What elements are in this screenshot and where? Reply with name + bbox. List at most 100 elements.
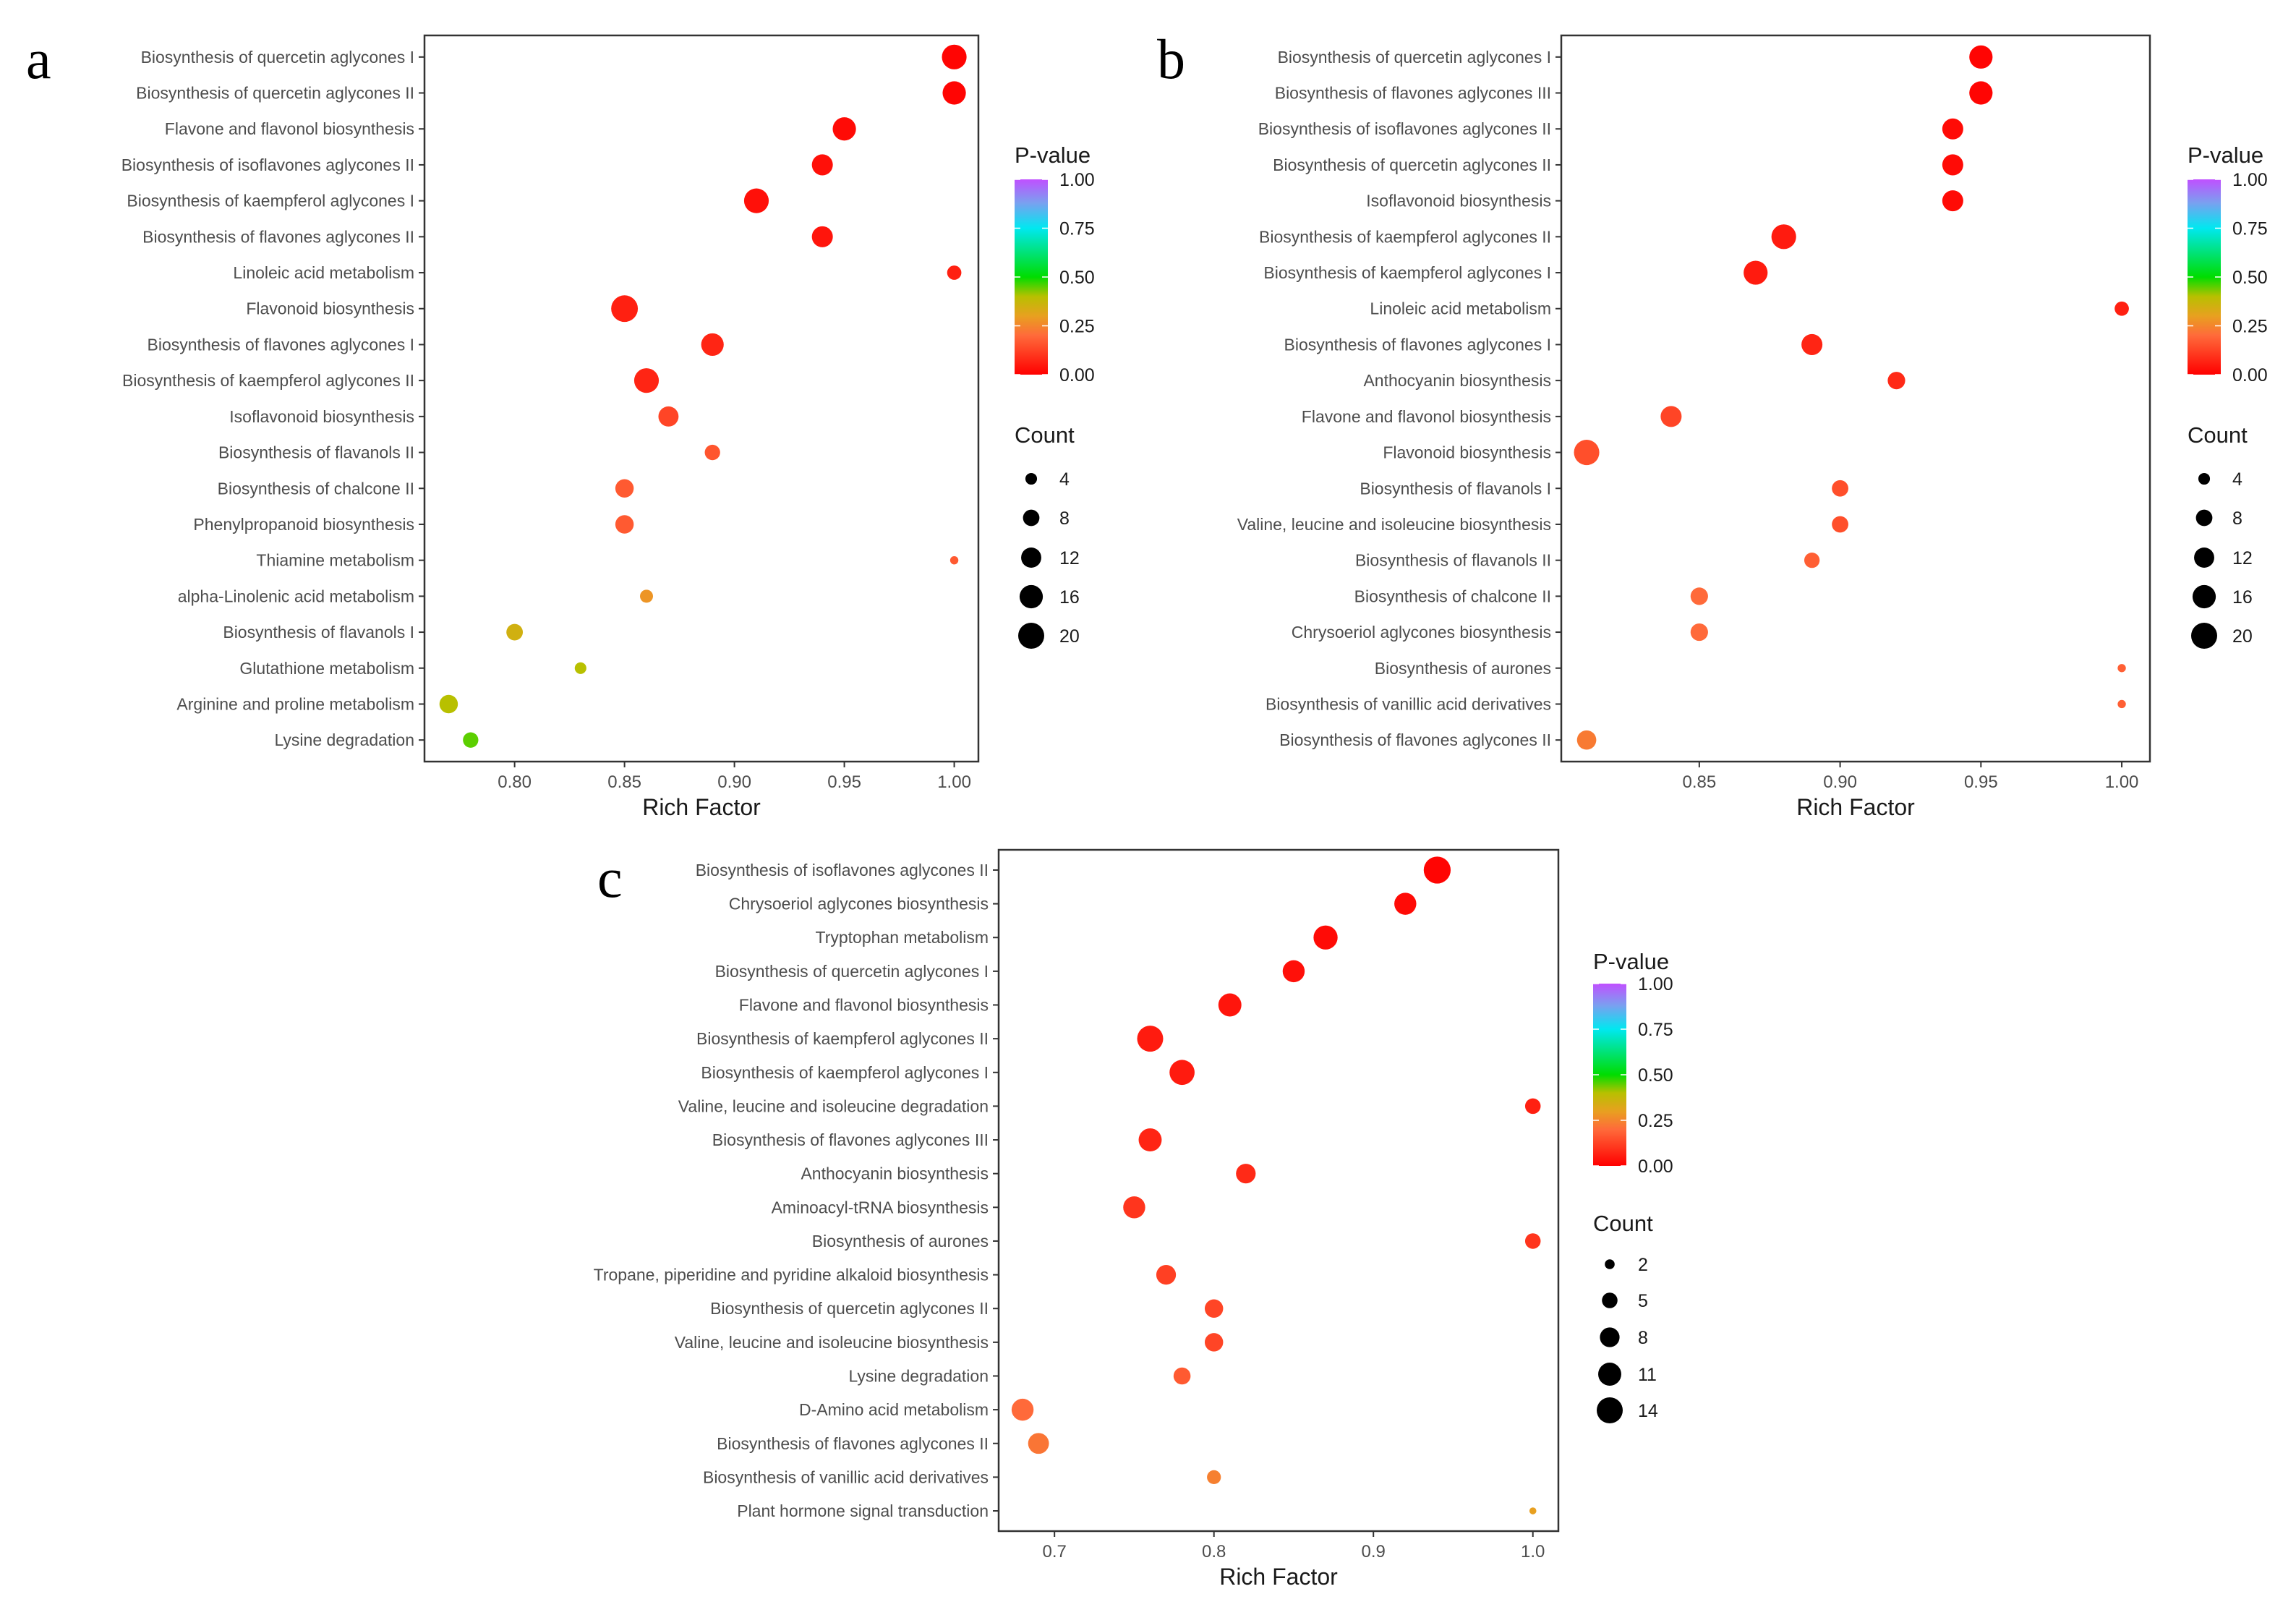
y-tick-label: Biosynthesis of flavanols I [1360, 479, 1551, 498]
data-point [811, 154, 833, 176]
data-point [1969, 81, 1993, 105]
data-point [1313, 925, 1338, 950]
y-tick-label: Flavone and flavonol biosynthesis [1302, 407, 1551, 426]
size-legend-label: 4 [1059, 469, 1070, 490]
data-point [463, 732, 479, 748]
y-tick-label: Tropane, piperidine and pyridine alkaloi… [594, 1266, 989, 1284]
data-point [949, 555, 959, 565]
size-legend-title: Count [1593, 1211, 1653, 1236]
data-point [1156, 1264, 1177, 1285]
y-tick-label: Biosynthesis of isoflavones aglycones II [696, 861, 989, 879]
size-legend-label: 11 [1638, 1365, 1657, 1385]
y-tick-label: Plant hormone signal transduction [737, 1501, 989, 1520]
data-point [942, 44, 967, 69]
color-legend-label: 0.50 [1059, 268, 1095, 288]
data-point [2114, 301, 2129, 316]
data-point [2117, 664, 2126, 673]
plot-frame [997, 848, 1560, 1533]
y-tick-label: Flavone and flavonol biosynthesis [165, 119, 414, 138]
y-tick-label: Biosynthesis of vanillic acid derivative… [1266, 694, 1551, 713]
size-legend-label: 20 [2232, 626, 2253, 647]
y-tick-label: Tryptophan metabolism [816, 928, 989, 947]
data-point [1690, 623, 1708, 642]
color-legend-label: 0.00 [2232, 365, 2268, 385]
data-point [633, 368, 660, 393]
size-legend-key [1598, 1363, 1621, 1386]
size-legend-key [1019, 584, 1044, 609]
data-point [1804, 553, 1820, 568]
data-point [1576, 730, 1597, 750]
data-point [1011, 1398, 1034, 1421]
data-point [615, 479, 634, 498]
panel-label: c [597, 846, 623, 909]
y-tick-label: Biosynthesis of flavones aglycones III [712, 1130, 989, 1149]
plot-frame [423, 34, 980, 763]
data-point [1204, 1299, 1224, 1318]
y-tick-label: Anthocyanin biosynthesis [801, 1164, 989, 1183]
data-point [1969, 45, 1993, 69]
y-tick-label: Linoleic acid metabolism [1370, 299, 1551, 318]
panel-label: a [26, 27, 51, 90]
x-tick-label: 0.8 [1202, 1542, 1226, 1561]
x-tick-label: 1.00 [2105, 772, 2139, 792]
y-tick-label: Valine, leucine and isoleucine biosynthe… [1237, 515, 1551, 534]
color-legend-label: 0.75 [1638, 1020, 1673, 1040]
y-tick-label: Biosynthesis of kaempferol aglycones II [696, 1029, 989, 1048]
color-legend-label: 0.25 [1059, 317, 1095, 337]
color-legend-label: 0.50 [2232, 268, 2268, 288]
data-point [574, 662, 586, 674]
data-point [1204, 1333, 1224, 1352]
data-point [615, 515, 634, 534]
y-tick-label: Chrysoeriol aglycones biosynthesis [729, 895, 989, 913]
y-tick-label: Biosynthesis of flavanols II [218, 443, 414, 462]
color-legend-title: P-value [2188, 142, 2263, 168]
data-point [1236, 1164, 1256, 1184]
x-tick-label: 0.80 [498, 772, 532, 792]
data-point [1574, 440, 1600, 466]
size-legend-key [1023, 509, 1040, 527]
data-point [1524, 1098, 1541, 1115]
data-point [1942, 154, 1963, 176]
data-point [658, 406, 679, 427]
y-tick-label: Biosynthesis of isoflavones aglycones II [1258, 119, 1551, 138]
x-axis-title: Rich Factor [642, 794, 761, 820]
color-legend-label: 0.00 [1638, 1156, 1673, 1177]
x-tick-label: 0.95 [1964, 772, 1998, 792]
panel-c: c Biosynthesis of isoflavones aglycones I… [594, 846, 1673, 1590]
color-legend-label: 0.75 [1059, 219, 1095, 239]
y-tick-label: Anthocyanin biosynthesis [1363, 371, 1551, 390]
y-tick-label: Phenylpropanoid biosynthesis [193, 515, 414, 534]
y-tick-label: Biosynthesis of chalcone II [1354, 587, 1551, 605]
data-point [1801, 333, 1823, 355]
size-legend-key [1597, 1397, 1623, 1423]
y-tick-label: alpha-Linolenic acid metabolism [178, 587, 414, 605]
y-tick-label: Biosynthesis of flavones aglycones II [142, 227, 414, 246]
data-point [743, 188, 769, 213]
data-point [1529, 1507, 1537, 1514]
data-point [1028, 1433, 1049, 1454]
y-tick-label: Biosynthesis of vanillic acid derivative… [703, 1467, 989, 1486]
data-point [1524, 1233, 1541, 1249]
y-tick-label: Isoflavonoid biosynthesis [229, 407, 414, 426]
y-tick-label: Biosynthesis of kaempferol aglycones I [1263, 263, 1551, 282]
size-legend-key [2191, 623, 2217, 649]
data-point [704, 444, 720, 461]
data-point [1771, 224, 1796, 250]
y-tick-label: Arginine and proline metabolism [176, 694, 414, 713]
y-tick-label: Flavonoid biosynthesis [246, 299, 414, 318]
y-tick-label: Biosynthesis of quercetin aglycones I [1278, 48, 1551, 67]
data-point [1942, 190, 1963, 212]
data-point [1218, 993, 1242, 1017]
y-tick-label: Biosynthesis of flavones aglycones I [148, 335, 414, 354]
y-tick-label: Flavone and flavonol biosynthesis [739, 996, 989, 1015]
size-legend-key [2195, 509, 2213, 527]
panel-b: b Biosynthesis of quercetin aglycones I Bi… [1157, 27, 2268, 820]
x-tick-label: 0.85 [607, 772, 641, 792]
y-tick-label: Biosynthesis of isoflavones aglycones II [121, 155, 414, 174]
data-point [1660, 406, 1682, 427]
data-point [1423, 856, 1451, 884]
size-legend-label: 12 [2232, 548, 2253, 568]
size-legend-key [1021, 548, 1041, 568]
y-tick-label: Biosynthesis of kaempferol aglycones II [1259, 227, 1551, 246]
size-legend-key [2194, 548, 2214, 568]
